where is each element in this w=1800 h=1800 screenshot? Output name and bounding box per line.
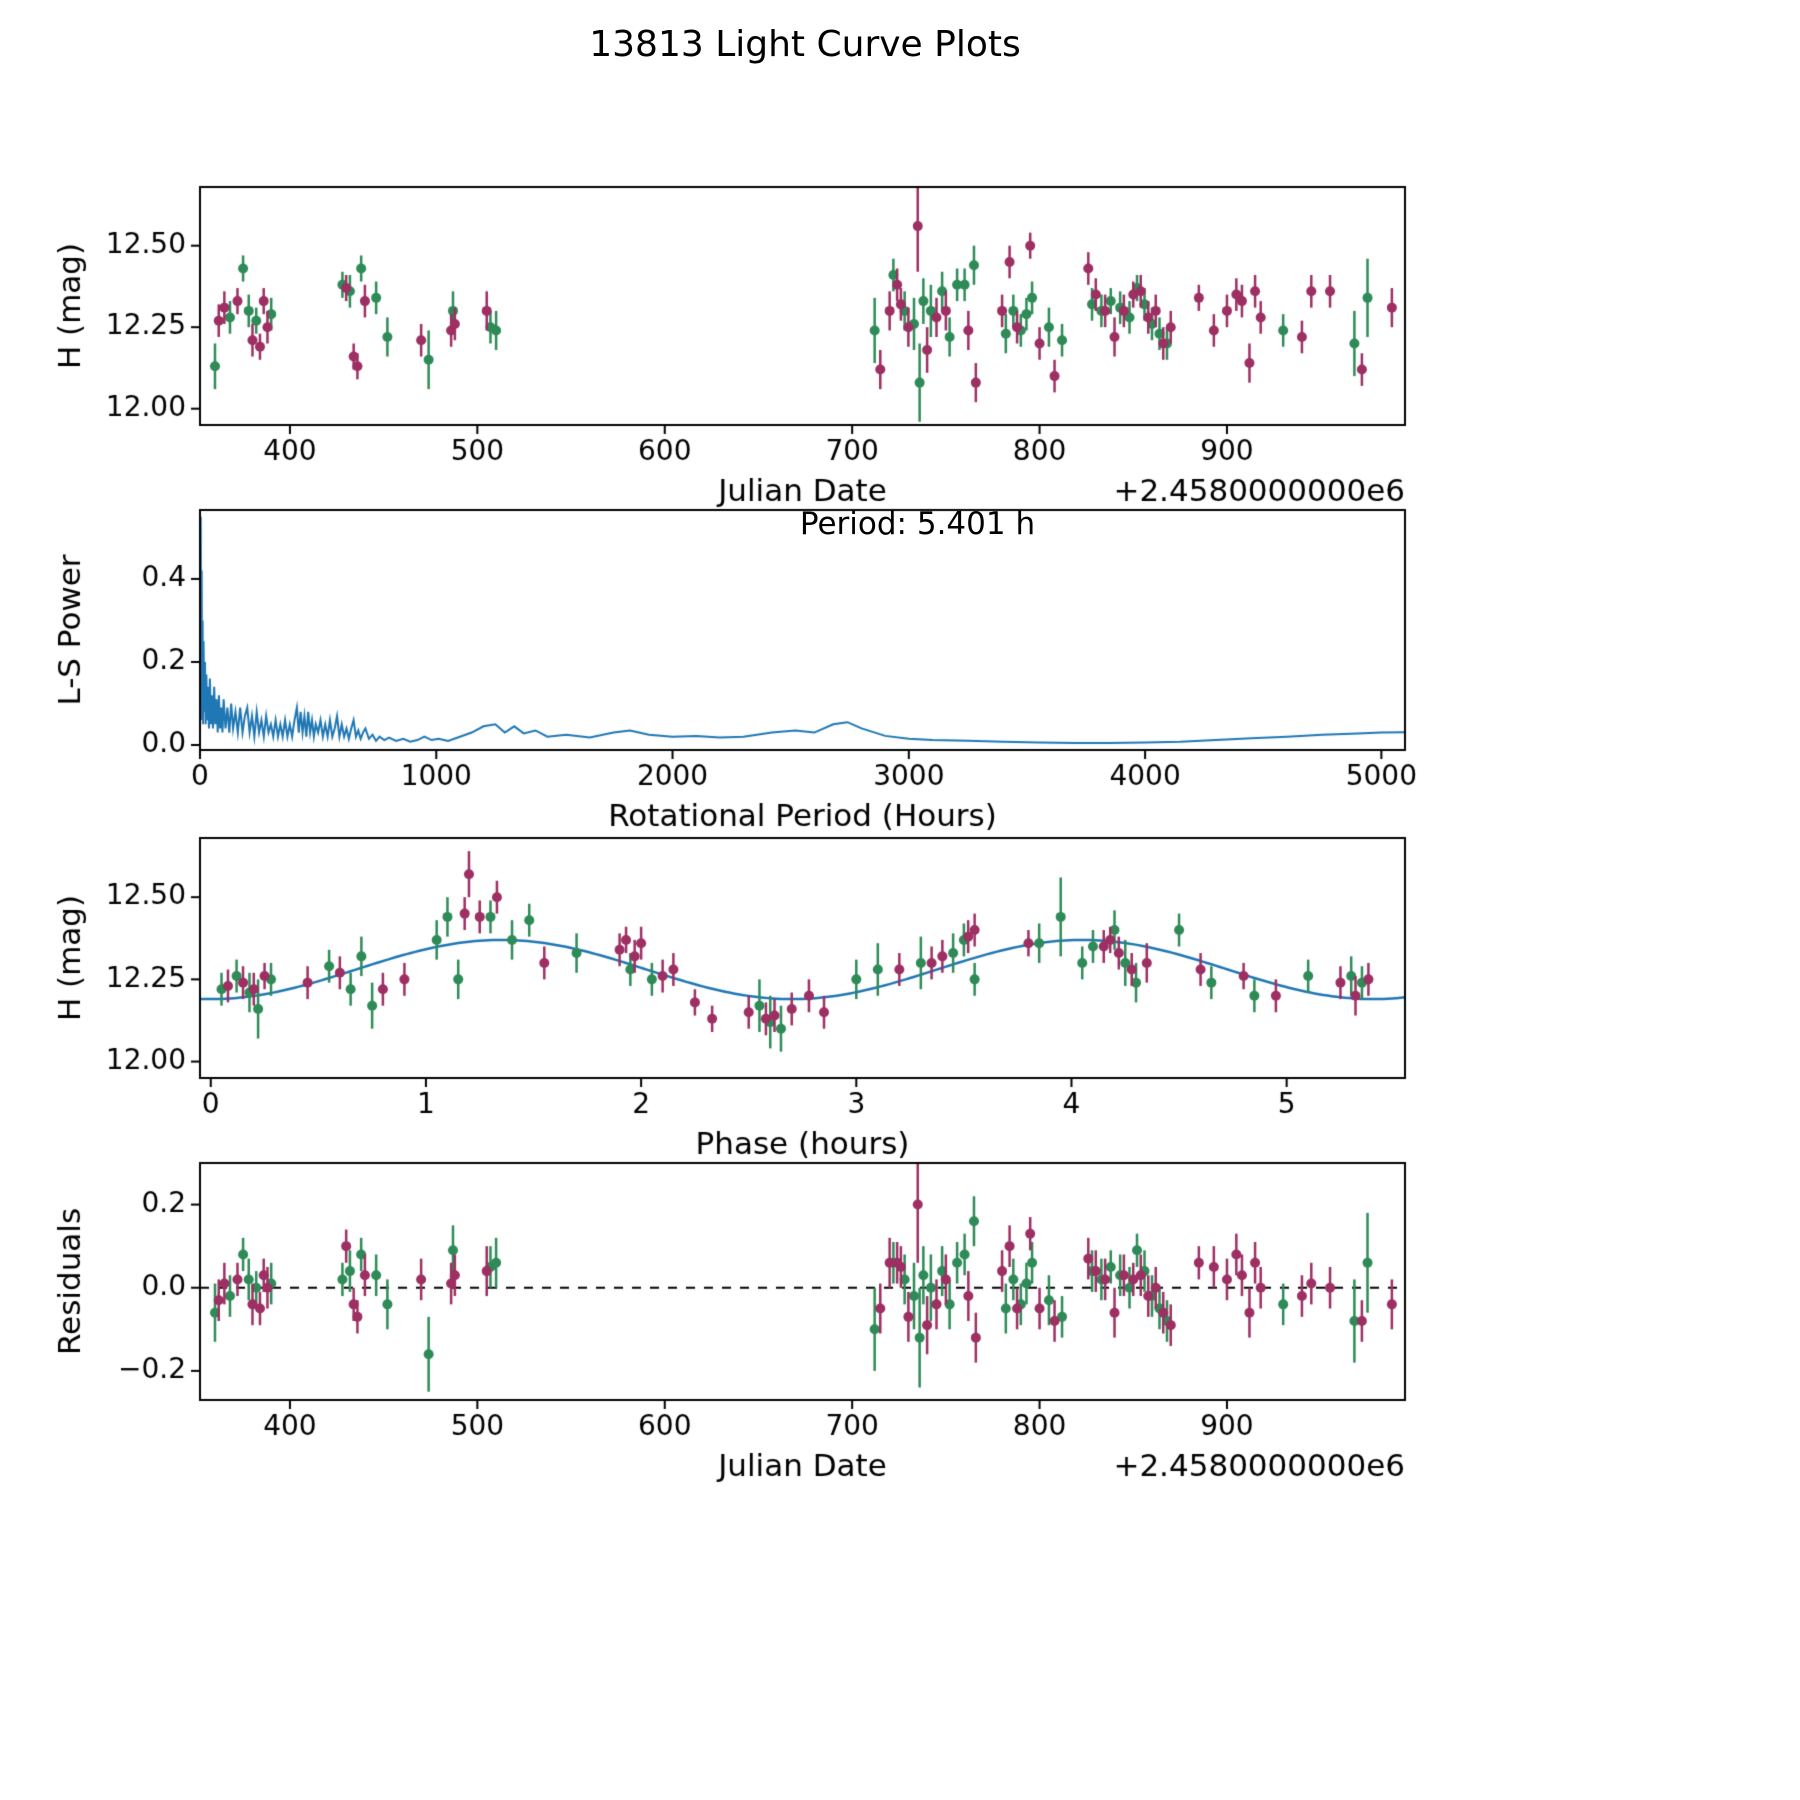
period-annotation: Period: 5.401 h <box>799 506 1036 542</box>
figure-title: 13813 Light Curve Plots <box>589 24 1021 65</box>
